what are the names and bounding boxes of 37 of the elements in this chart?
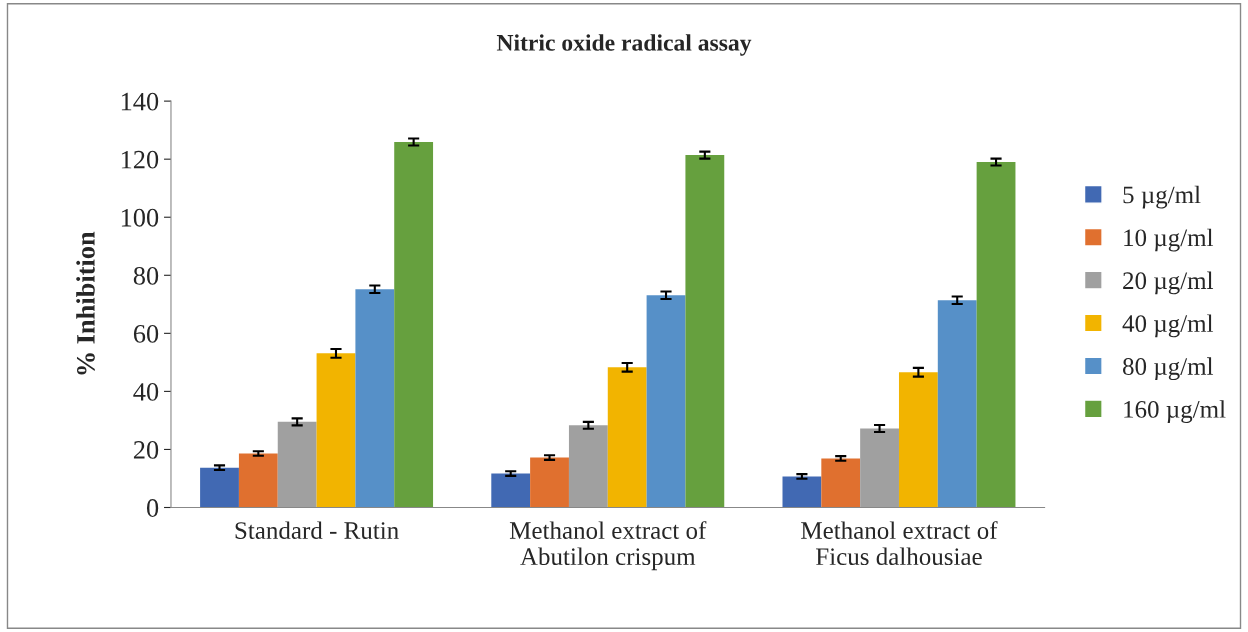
bar: [394, 142, 434, 508]
legend-label: 40 µg/ml: [1122, 314, 1214, 338]
y-tick-label: 0: [146, 499, 159, 517]
bar: [530, 457, 569, 508]
bar: [568, 425, 608, 508]
y-tick-label: 100: [121, 208, 159, 227]
legend-label: 20 µg/ml: [1123, 271, 1214, 295]
y-tick-label: 40: [133, 383, 159, 401]
y-tick-label: 140: [121, 92, 159, 111]
x-tick-label: Methanol extract of Abutilon crispum: [509, 521, 707, 571]
y-tick-label: 60: [133, 324, 159, 343]
chart-title: Nitric oxide radical assay: [496, 34, 752, 56]
x-tick-label: Standard - Rutin: [235, 521, 399, 539]
y-axis-title: % Inhibition: [76, 231, 95, 375]
bar: [238, 453, 278, 508]
y-tick-label: 20: [133, 441, 159, 459]
bar: [685, 155, 725, 508]
x-tick-label: Methanol extract of Ficus dalhousiae: [801, 521, 998, 566]
bar: [646, 295, 686, 508]
legend-label: 10 µg/ml: [1124, 228, 1214, 252]
legend-label: 160 µg/ml: [1124, 400, 1226, 423]
bar: [355, 289, 395, 508]
y-tick-label: 80: [133, 266, 159, 285]
bar: [898, 372, 938, 508]
bar: [976, 162, 1016, 508]
bar: [491, 473, 531, 508]
bar: [277, 421, 317, 508]
bar: [937, 300, 977, 508]
bar: [200, 467, 239, 508]
bar: [607, 367, 647, 508]
y-tick-label: 120: [121, 150, 159, 169]
bar: [860, 428, 899, 508]
legend-label: 80 µg/ml: [1123, 357, 1214, 381]
bar: [782, 476, 822, 508]
legend-label: 5 µg/ml: [1123, 185, 1201, 209]
bar: [316, 353, 356, 508]
bar: [821, 458, 861, 508]
